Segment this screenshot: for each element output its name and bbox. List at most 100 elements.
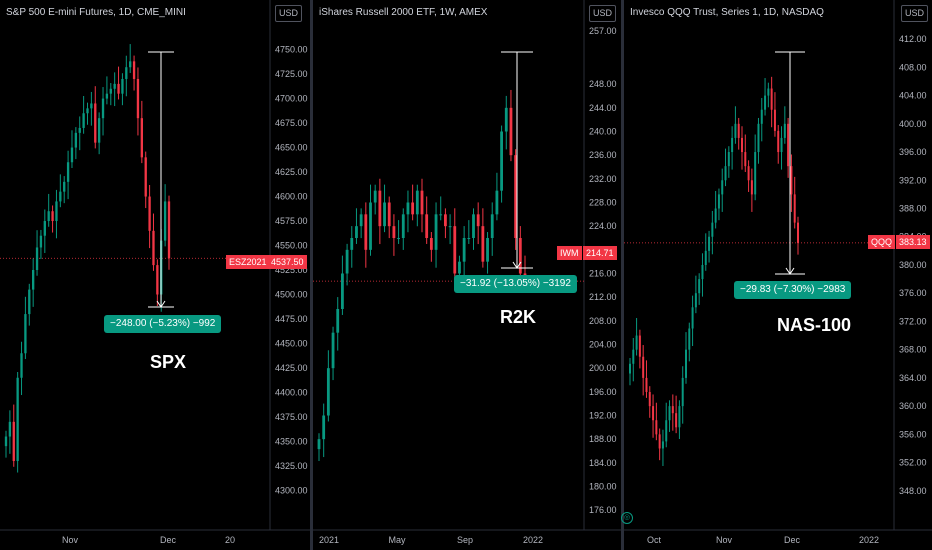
candle-body — [82, 113, 85, 128]
y-tick-label: 4525.00 — [275, 265, 308, 275]
chart-panel-r2k[interactable]: 257.00 248.00 244.00 240.00 236.00 232.00 228.… — [313, 0, 621, 550]
candle-body — [635, 335, 638, 350]
chart-note: NAS-100 — [777, 315, 852, 335]
candle-body — [760, 109, 763, 124]
candle-body — [724, 166, 727, 181]
candle-body — [490, 214, 494, 238]
candlestick-chart-spx[interactable]: 4750.00 4725.00 4700.00 4675.00 4650.00 4625.… — [0, 0, 310, 550]
measure-arrow-icon — [156, 300, 166, 308]
chart-panel-nas[interactable]: 412.00 408.00 404.00 400.00 396.00 392.00 388.… — [624, 0, 932, 550]
y-tick-label: 4350.00 — [275, 436, 308, 446]
candle-body — [472, 214, 475, 238]
candle-body — [681, 377, 684, 407]
candle-body — [163, 201, 167, 241]
candle-body — [691, 307, 694, 329]
candle-body — [462, 238, 466, 262]
y-tick-label: 412.00 — [899, 34, 927, 44]
y-tick-label: 4550.00 — [275, 241, 308, 251]
y-tick-label: 196.00 — [589, 387, 617, 397]
y-tick-label: 180.00 — [589, 482, 617, 492]
tradingview-logo-icon[interactable]: ◎ — [621, 512, 633, 524]
candle-body — [734, 123, 737, 138]
measure-arrow-icon — [785, 267, 795, 275]
y-tick-label: 4375.00 — [275, 412, 308, 422]
candle-body — [101, 98, 105, 119]
candle-body — [136, 78, 140, 119]
y-tick-label: 388.00 — [899, 204, 927, 214]
candle-body — [675, 413, 678, 428]
candle-body — [121, 78, 124, 94]
candle-body — [359, 214, 363, 227]
candle-body — [793, 194, 796, 223]
candle-body — [156, 265, 159, 295]
y-tick-label: 184.00 — [589, 458, 617, 468]
candle-body — [632, 349, 635, 364]
y-tick-label: 360.00 — [899, 401, 927, 411]
currency-button[interactable]: USD — [901, 5, 929, 22]
candle-body — [797, 222, 799, 243]
candle-body — [35, 247, 39, 270]
panel-divider[interactable] — [621, 0, 624, 550]
candle-body — [113, 83, 116, 89]
x-tick-label: 2021 — [319, 535, 339, 545]
y-tick-label: 188.00 — [589, 434, 617, 444]
y-tick-label: 224.00 — [589, 221, 617, 231]
y-tick-label: 352.00 — [899, 458, 927, 468]
chart-note: SPX — [150, 352, 187, 372]
y-tick-label: 4750.00 — [275, 45, 308, 55]
candle-body — [678, 406, 681, 428]
currency-button[interactable]: USD — [275, 5, 303, 22]
candle-body — [355, 226, 358, 238]
candle-body — [717, 194, 720, 209]
panel-divider[interactable] — [310, 0, 313, 550]
x-tick-label: May — [388, 535, 406, 545]
candle-body — [129, 61, 132, 68]
y-tick-label: 208.00 — [589, 316, 617, 326]
candle-body — [411, 202, 415, 215]
candle-body — [144, 157, 147, 197]
symbol-tag: ESZ2021 — [226, 255, 270, 269]
x-tick-label: 2022 — [523, 535, 543, 545]
candle-body — [439, 214, 443, 216]
candle-body — [378, 190, 382, 227]
candle-body — [767, 88, 770, 96]
candle-body — [350, 238, 354, 250]
y-tick-label: 372.00 — [899, 316, 927, 326]
y-tick-label: 4500.00 — [275, 289, 308, 299]
candle-body — [648, 392, 651, 407]
candle-body — [369, 202, 372, 250]
y-tick-label: 212.00 — [589, 292, 617, 302]
candle-body — [721, 180, 724, 195]
x-tick-label: Oct — [647, 535, 662, 545]
currency-button[interactable]: USD — [589, 5, 617, 22]
measure-label: −248.00 (−5.23%) −992 — [104, 315, 222, 333]
chart-panel-spx[interactable]: 4750.00 4725.00 4700.00 4675.00 4650.00 4625.… — [0, 0, 310, 550]
candle-body — [486, 238, 489, 262]
candle-body — [467, 238, 471, 239]
candle-body — [152, 230, 155, 266]
candle-body — [117, 83, 120, 94]
x-tick-label: Sep — [457, 535, 473, 545]
y-tick-label: 4625.00 — [275, 167, 308, 177]
candle-body — [518, 238, 522, 274]
candlestick-chart-r2k[interactable]: 257.00 248.00 244.00 240.00 236.00 232.00 228.… — [313, 0, 621, 550]
y-tick-label: 232.00 — [589, 174, 617, 184]
candle-body — [777, 130, 780, 153]
candle-body — [671, 406, 674, 414]
y-tick-label: 4400.00 — [275, 387, 308, 397]
candle-body — [783, 123, 786, 138]
candlestick-chart-nas[interactable]: 412.00 408.00 404.00 400.00 396.00 392.00 388.… — [624, 0, 932, 550]
y-tick-label: 4325.00 — [275, 461, 308, 471]
candle-body — [764, 95, 767, 110]
candle-body — [148, 196, 151, 231]
candle-body — [645, 377, 648, 393]
candle-body — [94, 103, 97, 143]
candle-body — [373, 190, 377, 203]
y-tick-label: 4600.00 — [275, 192, 308, 202]
candle-body — [415, 190, 419, 215]
candle-body — [28, 289, 31, 315]
candle-body — [70, 147, 74, 163]
candle-body — [105, 93, 109, 99]
candle-body — [453, 226, 457, 274]
measure-arrow-icon — [512, 261, 522, 269]
